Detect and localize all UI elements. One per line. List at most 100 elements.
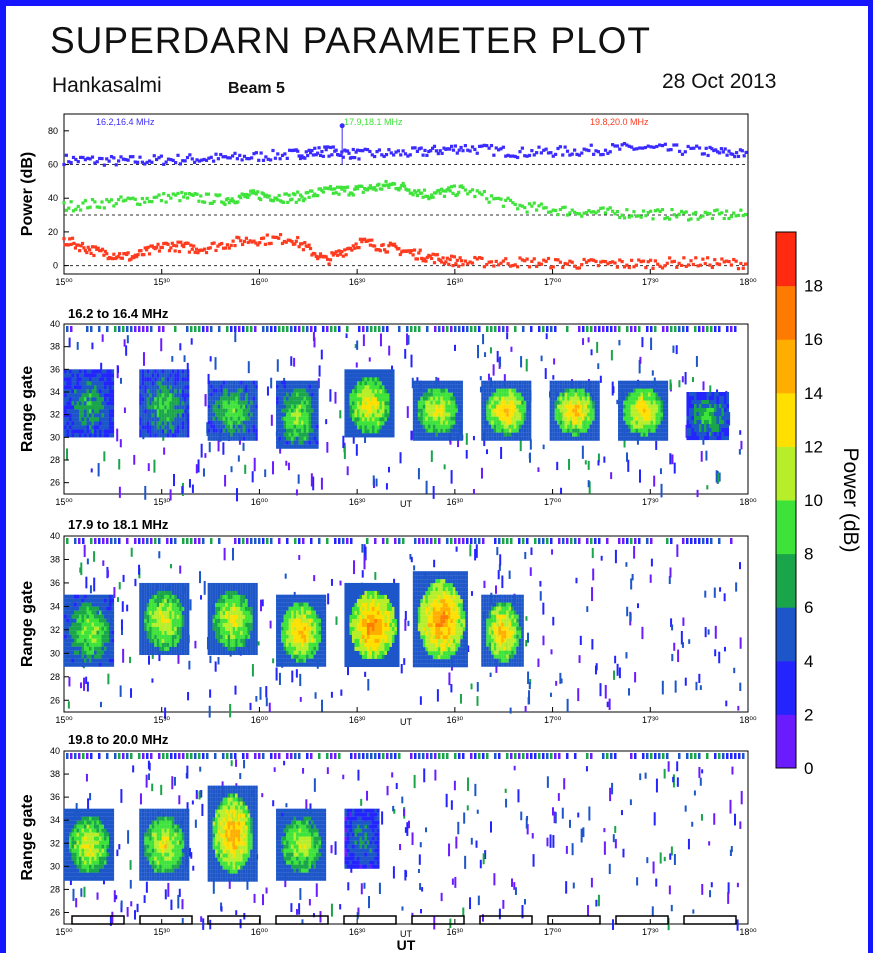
hm-16mhz-cell — [354, 401, 358, 406]
hm-18mhz-noise-top — [234, 538, 237, 544]
hm-16mhz-noise-top — [670, 326, 673, 332]
hm-16mhz-cell — [79, 425, 82, 430]
hm-18mhz-noise-top — [598, 538, 601, 544]
hm-18mhz-noise — [636, 603, 639, 609]
power-point — [202, 157, 206, 162]
hm-16mhz-cell — [174, 421, 177, 426]
hm-16mhz-cell — [483, 424, 487, 429]
hm-16mhz-cell — [349, 369, 353, 374]
hm-16mhz-cell — [625, 400, 629, 405]
hm-16mhz-cell — [311, 380, 314, 385]
hm-16mhz-cell — [640, 424, 644, 429]
power-point — [90, 245, 95, 249]
hm-16mhz-cell — [721, 400, 725, 405]
hm-16mhz-cell — [371, 373, 375, 378]
hm-16mhz-cell — [247, 384, 251, 389]
hm-16mhz-cell — [379, 385, 383, 390]
hm-16mhz-cell — [655, 388, 659, 393]
hm-16mhz-cell — [313, 420, 317, 425]
hm-16mhz-xtick-label: 15³⁰ — [153, 497, 170, 507]
hm-16mhz-cell — [179, 381, 182, 386]
hm-16mhz-cell — [313, 388, 317, 393]
hm-16mhz-noise-top — [194, 326, 197, 332]
power-point — [132, 256, 136, 260]
hm-16mhz-cell — [109, 369, 112, 374]
hm-16mhz-cell — [364, 385, 368, 390]
hm-16mhz-noise — [506, 332, 509, 340]
hm-16mhz-cell — [594, 412, 598, 417]
power-point — [506, 196, 510, 200]
hm-16mhz-cell — [481, 420, 484, 425]
power-point — [203, 247, 207, 251]
hm-16mhz-noise — [204, 395, 207, 406]
hm-16mhz-cell — [638, 408, 641, 413]
hm-16mhz-cell — [212, 396, 216, 401]
hm-18mhz-noise — [476, 696, 479, 706]
hm-16mhz-noise-top — [246, 326, 249, 332]
hm-16mhz-noise — [325, 419, 328, 425]
hm-16mhz-cell — [227, 428, 231, 433]
hm-16mhz-cell — [166, 397, 170, 402]
hm-16mhz-cell — [381, 413, 385, 418]
power-point — [331, 145, 335, 149]
hm-18mhz-noise-top — [238, 538, 241, 544]
power-point — [530, 149, 534, 153]
hm-16mhz-cell — [79, 397, 82, 402]
hm-16mhz-cell — [384, 413, 388, 418]
power-point — [245, 156, 249, 161]
hm-16mhz-cell — [643, 384, 646, 389]
hm-16mhz-cell — [250, 416, 253, 421]
hm-16mhz-cell — [225, 380, 228, 385]
hm-16mhz-noise — [320, 349, 323, 360]
hm-16mhz-cell — [633, 384, 636, 389]
hm-16mhz-cell — [663, 436, 666, 441]
hm-16mhz-cell — [181, 377, 185, 382]
power-point — [271, 199, 276, 203]
hm-16mhz-cell — [74, 369, 77, 374]
hm-16mhz-cell — [76, 425, 80, 430]
hm-16mhz-cell — [225, 424, 228, 429]
hm-16mhz-cell — [86, 389, 90, 394]
hm-16mhz-cell — [552, 424, 555, 429]
power-point — [219, 152, 223, 157]
hm-16mhz-noise — [590, 349, 593, 356]
power-point — [271, 148, 275, 153]
hm-16mhz-cell — [301, 408, 304, 413]
hm-16mhz-cell — [648, 404, 651, 409]
hm-16mhz-cell — [425, 384, 428, 389]
hm-16mhz-cell — [491, 384, 494, 389]
hm-16mhz-cell — [247, 436, 251, 441]
hm-16mhz-cell — [89, 429, 92, 434]
hm-16mhz-cell — [91, 401, 95, 406]
power-point — [420, 256, 424, 261]
hm-16mhz-cell — [66, 377, 70, 382]
power-point — [511, 263, 515, 268]
hm-16mhz-cell — [69, 433, 72, 438]
power-point — [397, 188, 401, 192]
hm-16mhz-cell — [430, 424, 433, 429]
power-point — [499, 147, 503, 151]
power-point — [301, 248, 305, 252]
hm-16mhz-cell — [503, 392, 507, 397]
power-point — [663, 142, 667, 146]
hm-18mhz-noise — [93, 577, 96, 592]
hm-16mhz-cell — [579, 392, 583, 397]
hm-16mhz-cell — [69, 429, 72, 434]
hm-16mhz-noise — [597, 363, 600, 370]
hm-16mhz-cell — [186, 369, 190, 374]
hm-16mhz-cell — [71, 413, 75, 418]
hm-16mhz-cell — [437, 384, 441, 389]
hm-16mhz-noise — [181, 486, 184, 494]
hm-16mhz-cell — [633, 412, 636, 417]
hm-16mhz-cell — [523, 384, 527, 389]
hm-16mhz-cell — [303, 384, 307, 389]
hm-16mhz-cell — [457, 416, 461, 421]
hm-16mhz-cell — [549, 408, 553, 413]
power-point — [480, 192, 484, 197]
hm-16mhz-noise — [638, 359, 641, 374]
hm-18mhz-noise — [217, 657, 220, 665]
hm-16mhz-cell — [79, 377, 82, 382]
hm-16mhz-cell — [618, 408, 621, 413]
hm-16mhz-cell — [283, 384, 287, 389]
hm-16mhz-cell — [655, 392, 659, 397]
